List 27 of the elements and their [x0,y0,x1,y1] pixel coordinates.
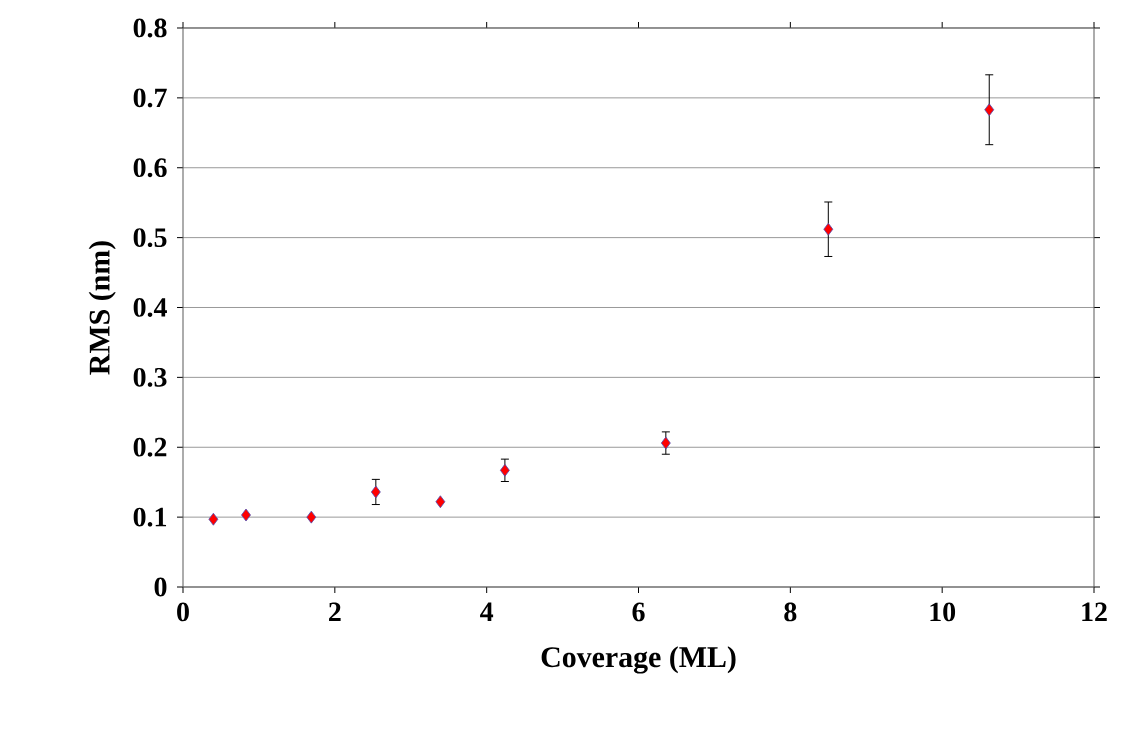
x-tick-label: 12 [1082,602,1107,621]
x-tick-label: 8 [784,602,797,622]
point [370,485,381,499]
point [499,463,510,477]
point [660,436,671,450]
y-tick-label: 0.2 [133,437,167,457]
y-tick-label: 0.7 [133,88,167,108]
point [984,103,995,117]
y-tick-label: 0.1 [133,507,167,527]
point [306,510,317,524]
x-tick-label: 6 [632,602,645,622]
point [435,495,446,509]
y-tick-label: 0.4 [133,298,167,317]
point [823,222,834,236]
y-tick-label: 0.5 [133,228,167,248]
y-tick-label: 0.6 [133,158,167,178]
x-tick-label: 10 [930,602,956,622]
x-tick-label: 0 [177,602,189,622]
y-tick-label: 0.3 [133,367,167,387]
y-tick-label: 0.8 [133,18,167,38]
y-axis-title: RMS (nm) [88,241,116,375]
point [208,512,219,526]
point [241,508,251,522]
x-axis-title: Coverage (ML) [541,646,736,674]
y-tick-label: 0 [154,577,167,597]
x-tick-label: 2 [329,602,341,621]
x-tick-label: 4 [480,602,494,621]
